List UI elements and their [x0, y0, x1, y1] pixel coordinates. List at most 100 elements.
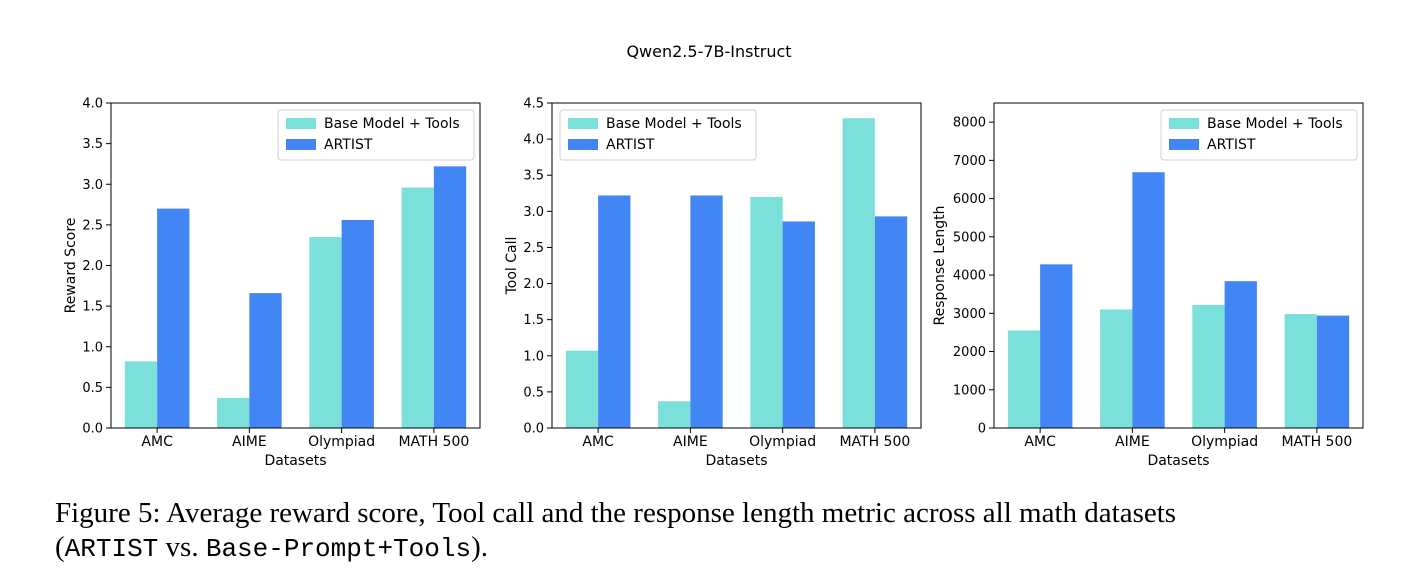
y-tick-label: 4.5: [523, 97, 544, 112]
legend-swatch-base: [568, 118, 598, 129]
bar-artist-amc: [1040, 264, 1073, 428]
bar-base-aime: [658, 401, 691, 428]
legend-label-base: Base Model + Tools: [324, 116, 460, 132]
legend-swatch-base: [1169, 118, 1199, 129]
caption-line-1: Figure 5: Average reward score, Tool cal…: [55, 497, 1177, 529]
y-tick-label: 1.0: [523, 349, 544, 364]
y-tick-label: 5000: [953, 230, 986, 245]
y-axis-label: Reward Score: [63, 218, 79, 314]
y-axis-label: Response Length: [932, 206, 948, 326]
y-tick-label: 0.5: [82, 381, 103, 396]
x-axis-label: Datasets: [264, 453, 326, 469]
x-tick-label: AIME: [232, 434, 267, 450]
legend: Base Model + Tools ARTIST: [559, 109, 757, 161]
x-tick-label: AMC: [1024, 434, 1056, 450]
bar-base-amc: [1007, 330, 1041, 428]
y-tick-label: 2.0: [82, 259, 103, 274]
caption-close: ).: [471, 531, 489, 563]
legend-label-artist: ARTIST: [606, 137, 655, 153]
legend-label-base: Base Model + Tools: [606, 116, 742, 132]
x-tick-label: AMC: [582, 434, 614, 450]
bar-base-olympiad: [750, 196, 783, 428]
legend-swatch-artist: [1169, 139, 1199, 150]
y-tick-label: 3.5: [82, 137, 103, 152]
caption-line-2: (ARTIST vs. Base-Prompt+Tools).: [55, 530, 1395, 566]
bar-base-amc: [124, 361, 158, 428]
y-tick-label: 2000: [953, 345, 986, 360]
y-tick-label: 4.0: [82, 97, 103, 112]
x-tick-label: Olympiad: [1191, 434, 1258, 450]
bar-base-aime: [217, 397, 250, 428]
y-tick-label: 0: [978, 422, 986, 437]
bar-base-amc: [565, 350, 599, 428]
bar-artist-aime: [249, 293, 282, 428]
x-tick-label: Olympiad: [749, 434, 816, 450]
y-tick-label: 1.5: [82, 300, 103, 315]
y-tick-label: 7000: [953, 154, 986, 169]
bar-artist-math-500: [874, 216, 908, 428]
legend-box: [1160, 109, 1358, 161]
y-tick-label: 2.5: [523, 241, 544, 256]
legend-label-artist: ARTIST: [1207, 137, 1256, 153]
caption-vs: vs.: [158, 531, 206, 563]
figure-caption: Figure 5: Average reward score, Tool cal…: [55, 496, 1395, 566]
y-tick-label: 4.0: [523, 133, 544, 148]
legend-label-artist: ARTIST: [324, 137, 373, 153]
bar-artist-math-500: [1316, 315, 1350, 428]
y-tick-label: 6000: [953, 192, 986, 207]
legend-box: [277, 109, 475, 161]
figure-suptitle: Qwen2.5-7B-Instruct: [626, 42, 792, 61]
legend-swatch-artist: [286, 139, 316, 150]
y-tick-label: 3.0: [523, 205, 544, 220]
x-tick-label: AIME: [1115, 434, 1150, 450]
y-tick-label: 3000: [953, 307, 986, 322]
legend-swatch-artist: [568, 139, 598, 150]
x-tick-label: AIME: [673, 434, 708, 450]
x-tick-label: Olympiad: [308, 434, 375, 450]
y-tick-label: 1.5: [523, 313, 544, 328]
legend: Base Model + Tools ARTIST: [277, 109, 475, 161]
chart-panel-3: 0 1000 2000 3000 4000 5000 6000 7000 8000 AMC AIME…: [932, 102, 1364, 469]
bar-base-math-500: [1284, 314, 1317, 428]
y-axis-label: Tool Call: [504, 237, 520, 296]
y-tick-label: 1.0: [82, 340, 103, 355]
bar-base-olympiad: [309, 237, 342, 428]
x-axis-label: Datasets: [1147, 453, 1209, 469]
y-tick-label: 0.0: [523, 422, 544, 437]
x-tick-label: MATH 500: [839, 434, 910, 450]
y-tick-label: 2.0: [523, 277, 544, 292]
bar-artist-amc: [157, 208, 190, 428]
bar-base-math-500: [842, 118, 875, 429]
caption-open-paren: (: [55, 531, 65, 563]
y-tick-label: 3.5: [523, 169, 544, 184]
x-axis-label: Datasets: [705, 453, 767, 469]
bar-artist-olympiad: [341, 220, 374, 428]
y-tick-label: 4000: [953, 269, 986, 284]
y-tick-label: 1000: [953, 383, 986, 398]
caption-base-prompt: Base-Prompt+Tools: [205, 534, 472, 564]
bar-base-olympiad: [1192, 304, 1225, 428]
bar-artist-math-500: [433, 166, 467, 428]
y-tick-label: 0.0: [82, 422, 103, 437]
y-tick-label: 0.5: [523, 385, 544, 400]
y-tick-label: 2.5: [82, 218, 103, 233]
caption-artist: ARTIST: [64, 534, 159, 564]
x-tick-label: MATH 500: [398, 434, 469, 450]
x-tick-label: AMC: [141, 434, 173, 450]
legend-box: [559, 109, 757, 161]
x-tick-label: MATH 500: [1281, 434, 1352, 450]
y-tick-label: 3.0: [82, 178, 103, 193]
bar-base-math-500: [401, 187, 434, 428]
plot-frame: [993, 102, 1364, 429]
bar-artist-aime: [690, 195, 723, 428]
y-tick-label: 8000: [953, 116, 986, 131]
bar-artist-olympiad: [1224, 281, 1257, 428]
bar-base-aime: [1100, 309, 1133, 428]
charts-canvas: 0.0 0.5 1.0 1.5 2.0 2.5 3.0 3.5 4.0 AMC AIME Olympi…: [63, 97, 1364, 469]
legend-label-base: Base Model + Tools: [1207, 116, 1343, 132]
chart-panel-2: 0.0 0.5 1.0 1.5 2.0 2.5 3.0 3.5 4.0 4.5 AMC AIME Oly…: [504, 97, 922, 469]
legend: Base Model + Tools ARTIST: [1160, 109, 1358, 161]
legend-swatch-base: [286, 118, 316, 129]
bar-artist-aime: [1132, 172, 1165, 428]
plot-frame: [551, 102, 922, 429]
